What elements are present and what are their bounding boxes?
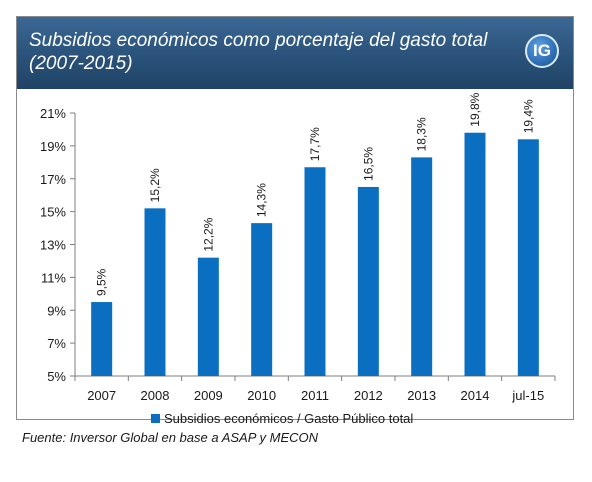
x-tick-label: 2011 [301,388,329,403]
y-tick-label: 11% [41,270,66,285]
y-tick-label: 7% [47,336,66,351]
y-tick-label: 15% [40,205,66,220]
bar [357,186,379,376]
bar-data-label: 15,2% [148,168,162,202]
chart-axes: 5% 7% 9% 11% 13% 15% 17% 19% 21% 2007 2008 2009 2010… [40,106,556,403]
legend-label: Subsidios económicos / Gasto Público tot… [164,411,413,426]
chart-data-labels: 9,5% 15,2% 12,2% 14,3% 17,7% 16,5% 18,3% 19,8% 1… [95,92,536,296]
x-tick-label: 2012 [354,388,383,403]
bar-data-label: 18,3% [415,117,429,151]
x-tick-label: 2013 [407,388,436,403]
bar-data-label: 14,3% [255,183,269,217]
bar [91,302,113,376]
bar-data-label: 16,5% [361,147,375,181]
bar-data-label: 19,4% [521,99,535,133]
y-tick-label: 5% [47,369,66,384]
x-tick-label: 2010 [247,388,276,403]
bar [411,157,433,376]
bar-data-label: 12,2% [201,217,215,251]
bar [197,257,219,376]
bar [144,208,166,376]
bar [251,223,273,376]
legend-swatch [151,414,160,423]
x-tick-label: 2014 [461,388,490,403]
y-tick-label: 21% [40,106,66,121]
chart-legend: Subsidios económicos / Gasto Público tot… [151,411,413,426]
chart-bars [91,132,539,376]
bar [304,167,326,376]
y-tick-label: 17% [40,172,66,187]
ig-logo: IG [525,34,559,68]
y-tick-label: 9% [47,303,66,318]
x-tick-label: 2009 [194,388,223,403]
chart-title: Subsidios económicos como porcentaje del… [29,30,488,74]
bar [517,139,539,376]
bar-data-label: 9,5% [95,268,109,296]
x-tick-label: jul-15 [511,388,544,403]
y-tick-label: 13% [40,238,66,253]
x-tick-label: 2008 [141,388,170,403]
x-tick-label: 2007 [87,388,116,403]
y-tick-label: 19% [40,139,66,154]
bar-data-label: 17,7% [308,127,322,161]
bar-data-label: 19,8% [468,92,482,126]
source-note: Fuente: Inversor Global en base a ASAP y… [22,430,319,445]
bar [464,132,486,376]
chart-header: Subsidios económicos como porcentaje del… [17,17,573,89]
